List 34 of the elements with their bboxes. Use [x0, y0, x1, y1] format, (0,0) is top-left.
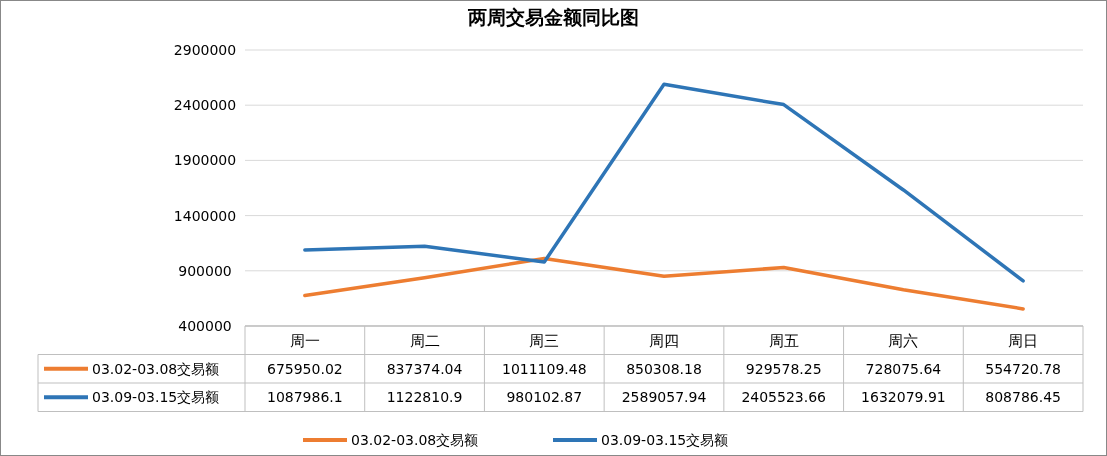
y-tick-label: 1900000: [173, 152, 237, 169]
line-series: [303, 82, 1025, 283]
x-tick-label: 周日: [1008, 332, 1039, 351]
data-label: 1011109.48: [501, 360, 587, 377]
text: 03.09-03.15交易额: [601, 432, 729, 448]
data-label: 1122810.9: [386, 389, 463, 406]
data-label: 837374.04: [386, 360, 463, 377]
data-label: 728075.64: [865, 360, 942, 377]
data-label: 808786.45: [985, 389, 1061, 406]
x-tick-label: 周五: [768, 332, 799, 351]
data-label: 980102.87: [506, 389, 583, 406]
y-tick-label: 1400000: [173, 207, 237, 224]
y-tick-label: 2400000: [173, 97, 237, 114]
data-label: 850308.18: [626, 360, 702, 377]
text: 03.02-03.08交易额: [351, 432, 479, 448]
data-label: 2405523.66: [741, 389, 827, 406]
data-label: 554720.78: [985, 360, 1061, 377]
chart-title: 两周交易金额同比图: [466, 6, 639, 28]
legend-label: 03.09-03.15交易额: [92, 389, 220, 406]
data-label: 675950.02: [267, 360, 343, 377]
x-tick-label: 周二: [409, 332, 440, 351]
line-series: [303, 256, 1025, 311]
legend-label: 03.02-03.08交易额: [92, 360, 220, 377]
x-tick-label: 周三: [529, 332, 560, 351]
data-label: 929578.25: [745, 360, 822, 377]
y-tick-label: 2900000: [173, 42, 237, 58]
x-tick-label: 周四: [649, 332, 679, 351]
data-label: 2589057.94: [621, 389, 707, 406]
data-label: 1087986.1: [267, 389, 343, 406]
x-tick-label: 周六: [888, 332, 919, 351]
y-tick-label: 400000: [178, 318, 232, 334]
y-tick-label: 900000: [178, 262, 232, 279]
x-tick-label: 周一: [289, 332, 320, 351]
data-label: 1632079.91: [861, 389, 946, 406]
